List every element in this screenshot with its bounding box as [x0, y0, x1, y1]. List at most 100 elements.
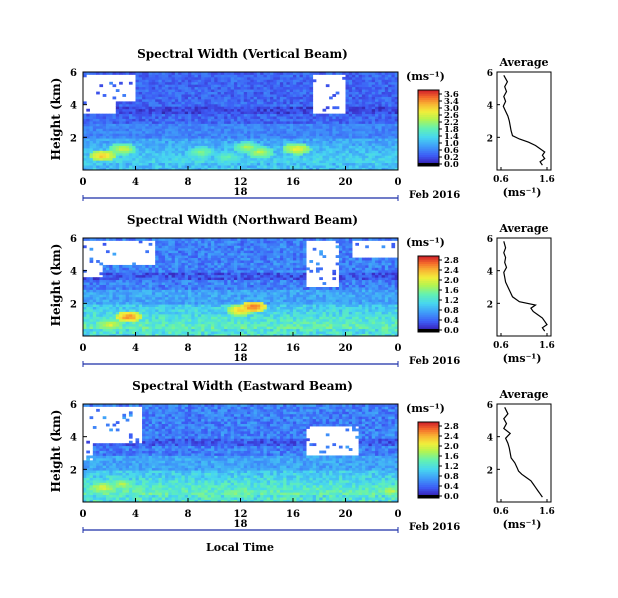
heatmap-cell [201, 311, 205, 315]
heatmap-cell [145, 145, 150, 149]
heatmap-cell [191, 123, 195, 127]
heatmap-cell [309, 79, 314, 83]
heatmap-cell [201, 74, 205, 78]
heatmap-cell [161, 167, 166, 171]
heatmap-cell [220, 299, 225, 303]
heatmap-cell [184, 76, 189, 80]
heatmap-cell [296, 96, 300, 100]
heatmap-cell [109, 162, 113, 166]
heatmap-cell [191, 72, 195, 75]
heatmap-cell [178, 333, 182, 337]
heatmap-cell [358, 118, 363, 122]
heatmap-cell [283, 316, 287, 320]
heatmap-cell [125, 150, 130, 154]
heatmap-cell [250, 147, 255, 151]
heatmap-cell [335, 318, 340, 322]
heatmap-cell [188, 91, 192, 95]
heatmap-cell [273, 79, 277, 83]
heatmap-cell [361, 81, 366, 85]
heatmap-cell [260, 167, 264, 171]
heatmap-cell [312, 72, 317, 75]
heatmap-cell [165, 328, 169, 332]
heatmap-cell [283, 311, 287, 315]
heatmap-cell [83, 138, 87, 141]
heatmap-cell [204, 299, 209, 303]
heatmap-cell [279, 304, 284, 307]
heatmap-cell [391, 321, 396, 325]
heatmap-cell [378, 133, 382, 137]
heatmap-cell [299, 111, 304, 115]
heatmap-cell [89, 123, 94, 127]
heatmap-cell [233, 133, 238, 137]
heatmap-cell [122, 118, 127, 122]
heatmap-cell [188, 118, 192, 122]
heatmap-cell [171, 98, 176, 102]
heatmap-cell [204, 304, 209, 307]
heatmap-cell [302, 106, 307, 110]
heatmap-cell [109, 143, 113, 146]
heatmap-cell [197, 321, 202, 325]
heatmap-cell [227, 74, 232, 78]
heatmap-cell [335, 165, 340, 168]
heatmap-cell [83, 152, 87, 156]
heatmap-cell [286, 111, 291, 115]
heatmap-cell [96, 157, 100, 161]
heatmap-cell [293, 318, 297, 322]
heatmap-cell [243, 81, 248, 85]
heatmap-cell [197, 311, 202, 315]
heatmap-cell [368, 309, 373, 312]
heatmap-cell [174, 96, 179, 100]
heatmap-cell [119, 138, 123, 141]
heatmap-cell [128, 152, 133, 156]
heatmap-cell [227, 331, 232, 334]
heatmap-cell [112, 318, 117, 322]
heatmap-cell [240, 152, 245, 156]
heatmap-cell [266, 84, 271, 88]
heatmap-cell [174, 98, 179, 102]
heatmap-cell [138, 165, 143, 168]
heatmap-cell [142, 86, 146, 90]
heatmap-cell [312, 138, 317, 141]
colorbar-label: 1.4 [444, 132, 459, 142]
heatmap-cell [276, 309, 281, 312]
heatmap-cell [132, 135, 136, 139]
heatmap-cell [119, 155, 123, 159]
heatmap-cell [375, 133, 379, 137]
heatmap-cell [105, 321, 110, 325]
heatmap-cell [92, 311, 97, 315]
heatmap-cell [178, 323, 182, 327]
heatmap-cell [391, 333, 396, 337]
heatmap-cell [306, 167, 310, 171]
heatmap-cell [348, 326, 353, 330]
heatmap-cell [125, 167, 130, 171]
heatmap-cell [142, 84, 146, 88]
heatmap-cell [86, 299, 90, 303]
heatmap-cell [266, 316, 271, 320]
heatmap-cell [266, 152, 271, 156]
heatmap-cell [243, 316, 248, 320]
heatmap-cell [125, 157, 130, 161]
heatmap-cell [309, 106, 314, 110]
heatmap-cell [168, 89, 172, 92]
heatmap-cell [243, 321, 248, 325]
heatmap-cell [227, 150, 232, 154]
heatmap-cell [197, 94, 202, 97]
heatmap-cell [322, 147, 327, 151]
heatmap-cell [227, 299, 232, 303]
heatmap-cell [279, 96, 284, 100]
heatmap-cell [358, 328, 363, 332]
heatmap-cell [286, 94, 291, 97]
heatmap-cell [112, 128, 117, 132]
heatmap-cell [384, 309, 389, 312]
heatmap-cell [86, 123, 90, 127]
heatmap-cell [306, 306, 310, 310]
heatmap-cell [214, 311, 218, 315]
heatmap-cell [319, 150, 323, 154]
heatmap-cell [181, 326, 186, 330]
heatmap-cell [322, 326, 327, 330]
heatmap-cell [296, 116, 300, 119]
heatmap-cell [184, 306, 189, 310]
heatmap-cell [283, 103, 287, 107]
heatmap-cell [276, 116, 281, 119]
heatmap-cell [289, 123, 294, 127]
